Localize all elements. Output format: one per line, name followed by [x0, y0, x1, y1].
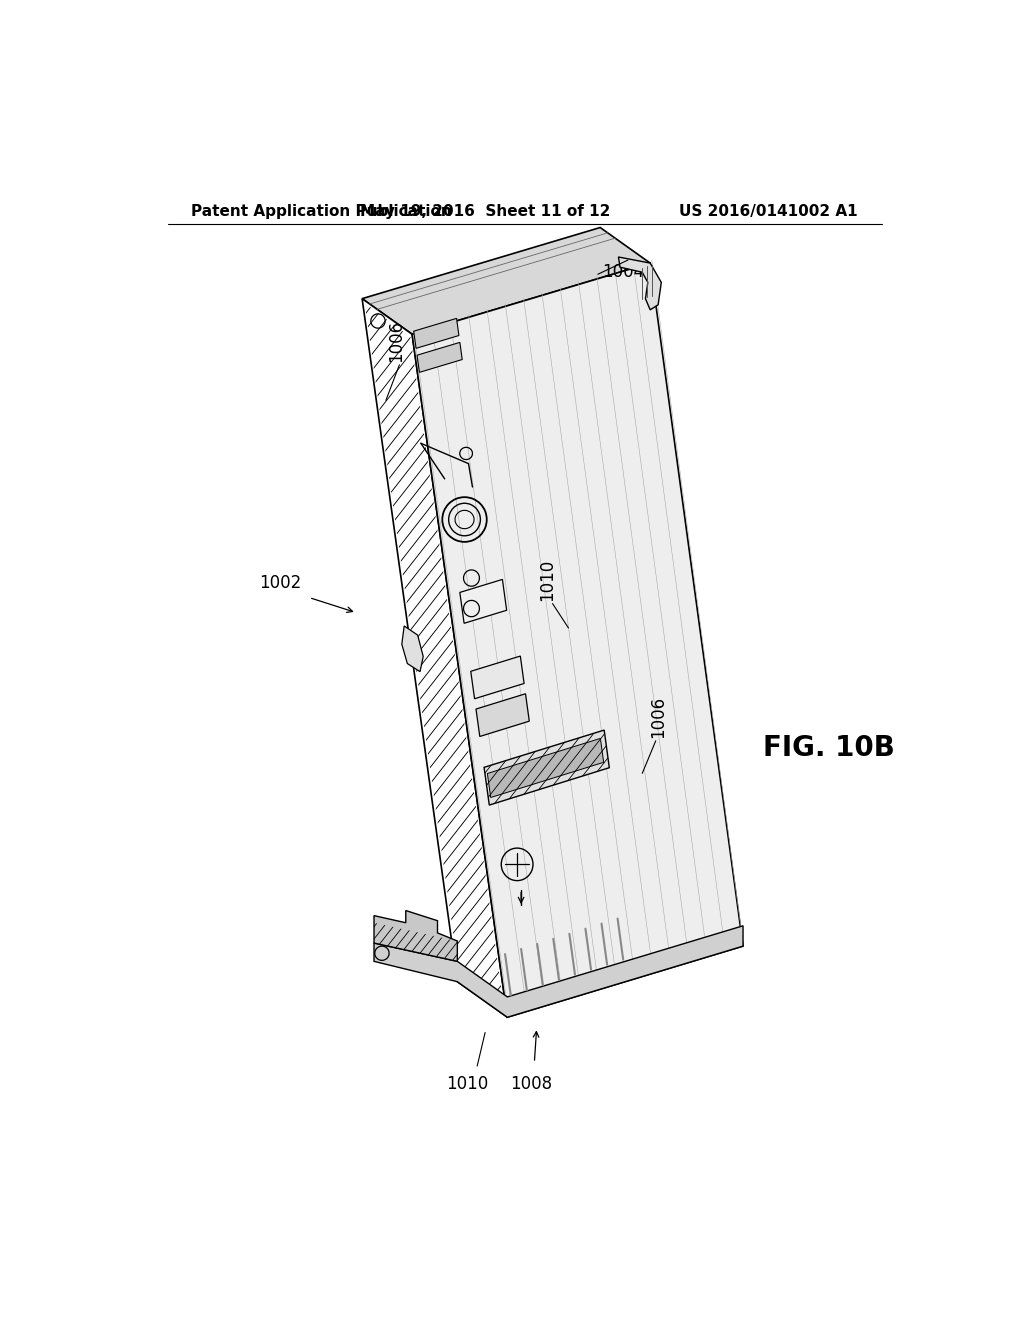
Text: 1010: 1010: [446, 1076, 488, 1093]
Text: 1006: 1006: [649, 696, 667, 738]
Text: Patent Application Publication: Patent Application Publication: [191, 205, 453, 219]
Polygon shape: [417, 342, 462, 372]
Polygon shape: [460, 579, 507, 623]
Polygon shape: [374, 911, 458, 961]
Polygon shape: [414, 318, 459, 348]
Polygon shape: [362, 298, 507, 1018]
Text: 1002: 1002: [259, 574, 301, 593]
Polygon shape: [618, 257, 662, 310]
Polygon shape: [412, 263, 743, 1018]
Text: May 19, 2016  Sheet 11 of 12: May 19, 2016 Sheet 11 of 12: [359, 205, 610, 219]
Text: 1010: 1010: [538, 558, 556, 601]
Polygon shape: [487, 738, 604, 797]
Text: 1006: 1006: [387, 319, 406, 362]
Polygon shape: [362, 227, 650, 334]
Polygon shape: [401, 626, 423, 672]
Text: US 2016/0141002 A1: US 2016/0141002 A1: [680, 205, 858, 219]
Polygon shape: [374, 925, 743, 1018]
Text: 1004: 1004: [602, 263, 644, 281]
Polygon shape: [484, 730, 609, 805]
Polygon shape: [476, 694, 529, 737]
Polygon shape: [471, 656, 524, 698]
Text: FIG. 10B: FIG. 10B: [763, 734, 895, 762]
Text: 1008: 1008: [510, 1076, 552, 1093]
